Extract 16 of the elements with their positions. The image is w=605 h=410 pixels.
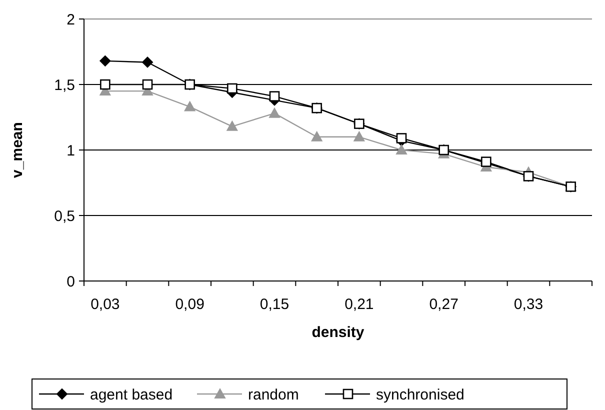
y-tick-label: 1,5 bbox=[54, 76, 75, 94]
x-tick-label: 0,21 bbox=[344, 296, 374, 313]
y-tick-label: 0,5 bbox=[54, 208, 75, 225]
x-tick-label: 0,09 bbox=[175, 296, 204, 313]
legend-label: agent based bbox=[90, 386, 173, 404]
x-axis-title: density bbox=[312, 324, 365, 341]
x-tick-label: 0,33 bbox=[514, 296, 544, 313]
x-tick-label: 0,27 bbox=[429, 296, 458, 313]
x-tick-label: 0,15 bbox=[260, 296, 290, 313]
y-axis-title: v_mean bbox=[9, 122, 26, 178]
legend-label: random bbox=[248, 386, 299, 404]
y-tick-label: 1 bbox=[66, 142, 75, 160]
y-tick-label: 2 bbox=[66, 11, 75, 28]
legend-label: synchronised bbox=[376, 386, 464, 404]
x-tick-label: 0,03 bbox=[90, 296, 120, 313]
y-tick-label: 0 bbox=[66, 273, 75, 290]
